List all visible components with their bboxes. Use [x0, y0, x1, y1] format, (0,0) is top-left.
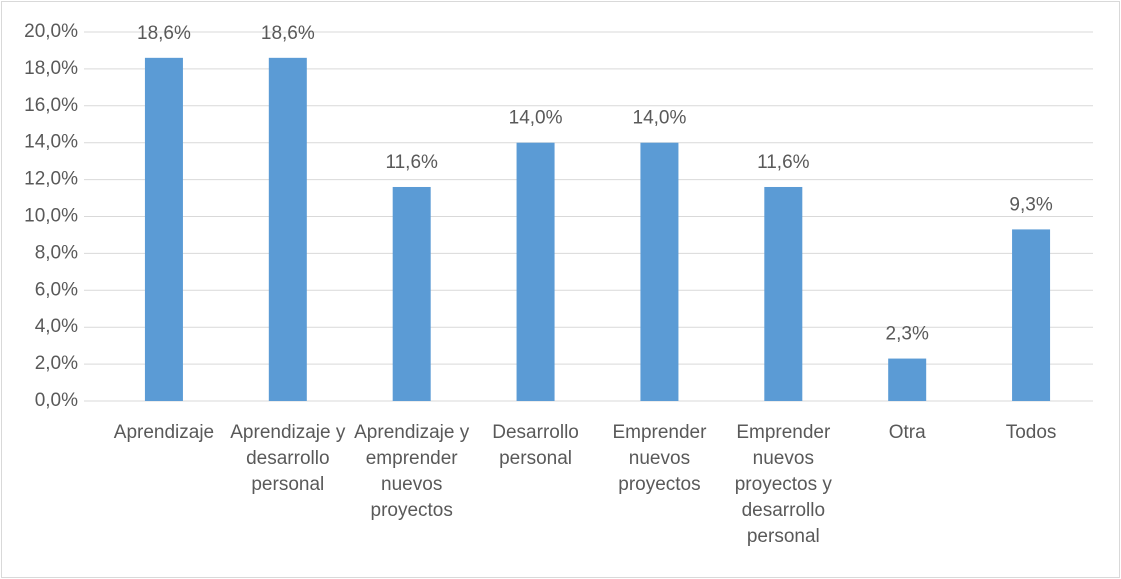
x-tick-label: Aprendizaje y emprender nuevos proyectos — [354, 422, 470, 521]
data-label: 11,6% — [385, 152, 438, 173]
x-tick-label: Aprendizaje — [113, 422, 215, 443]
x-tick-label: Desarrollo personal — [492, 422, 579, 469]
bar — [144, 57, 183, 402]
data-label: 14,0% — [633, 108, 687, 129]
data-label: 18,6% — [137, 23, 191, 44]
x-tick-label: Emprender nuevos proyectos y desarrollo … — [734, 422, 832, 547]
bar — [1012, 229, 1051, 401]
x-tick-label: Aprendizaje y desarrollo personal — [230, 422, 346, 495]
y-tick-label: 16,0% — [24, 95, 78, 116]
bar — [640, 142, 679, 401]
data-label: 14,0% — [509, 108, 563, 129]
y-tick-label: 20,0% — [24, 21, 78, 42]
y-tick-label: 12,0% — [24, 169, 78, 190]
y-tick-label: 8,0% — [35, 242, 78, 263]
data-label: 18,6% — [261, 23, 315, 44]
y-tick-label: 14,0% — [24, 132, 78, 153]
data-label: 2,3% — [886, 324, 929, 345]
bar — [392, 186, 431, 401]
y-tick-label: 2,0% — [35, 353, 78, 374]
bar — [888, 358, 927, 401]
y-tick-label: 0,0% — [35, 390, 78, 411]
data-label: 11,6% — [757, 152, 810, 173]
y-tick-label: 6,0% — [35, 279, 78, 300]
bar — [268, 57, 307, 402]
y-tick-label: 18,0% — [24, 58, 78, 79]
bar — [516, 142, 555, 401]
x-tick-label: Otra — [888, 422, 926, 443]
y-tick-label: 4,0% — [35, 316, 78, 337]
x-tick-label: Emprender nuevos proyectos — [612, 422, 707, 495]
data-label: 9,3% — [1009, 194, 1052, 215]
y-tick-label: 10,0% — [24, 206, 78, 227]
bar — [764, 186, 803, 401]
x-tick-label: Todos — [1005, 422, 1057, 443]
